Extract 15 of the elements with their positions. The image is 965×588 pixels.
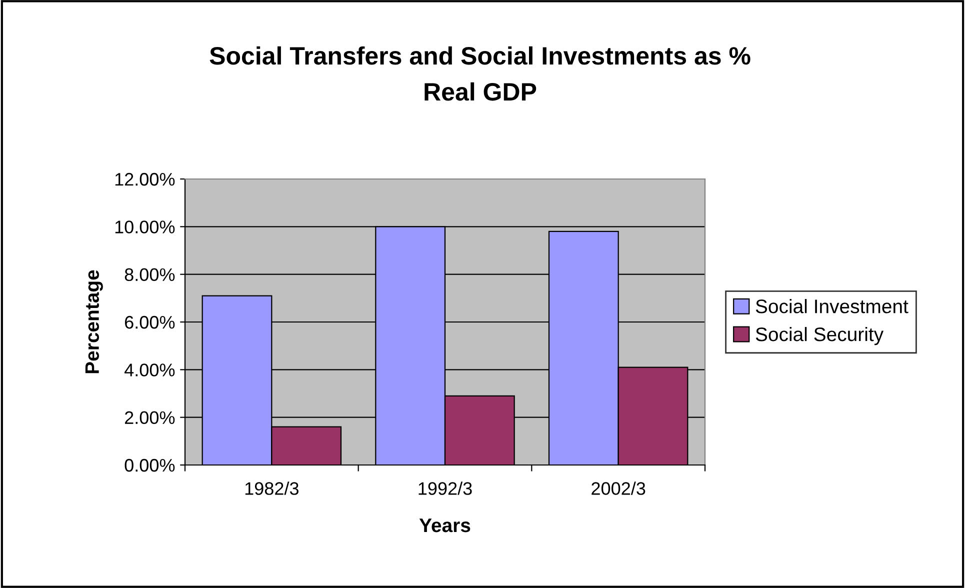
y-tick-label: 12.00% bbox=[115, 172, 175, 186]
legend-label: Social Investment bbox=[756, 299, 908, 314]
y-tick-label: 6.00% bbox=[125, 316, 175, 329]
x-tick-label: 1982/3 bbox=[245, 482, 298, 495]
x-tick-label: 1992/3 bbox=[418, 482, 472, 495]
y-axis-title: Percentage bbox=[85, 270, 103, 374]
x-axis-title: Years bbox=[419, 518, 470, 532]
y-tick-label: 8.00% bbox=[124, 268, 175, 282]
x-tick-label: 2002/3 bbox=[592, 482, 646, 495]
y-tick-label: 4.00% bbox=[124, 364, 175, 376]
y-tick-label: 10.00% bbox=[115, 220, 175, 234]
chart-title: Social Transfers and Social Investments as % Real GDP bbox=[210, 46, 750, 101]
legend-label: Social Security bbox=[756, 326, 884, 346]
y-tick-label: 2.00% bbox=[124, 411, 175, 424]
y-tick-label: 0.00% bbox=[124, 458, 175, 472]
